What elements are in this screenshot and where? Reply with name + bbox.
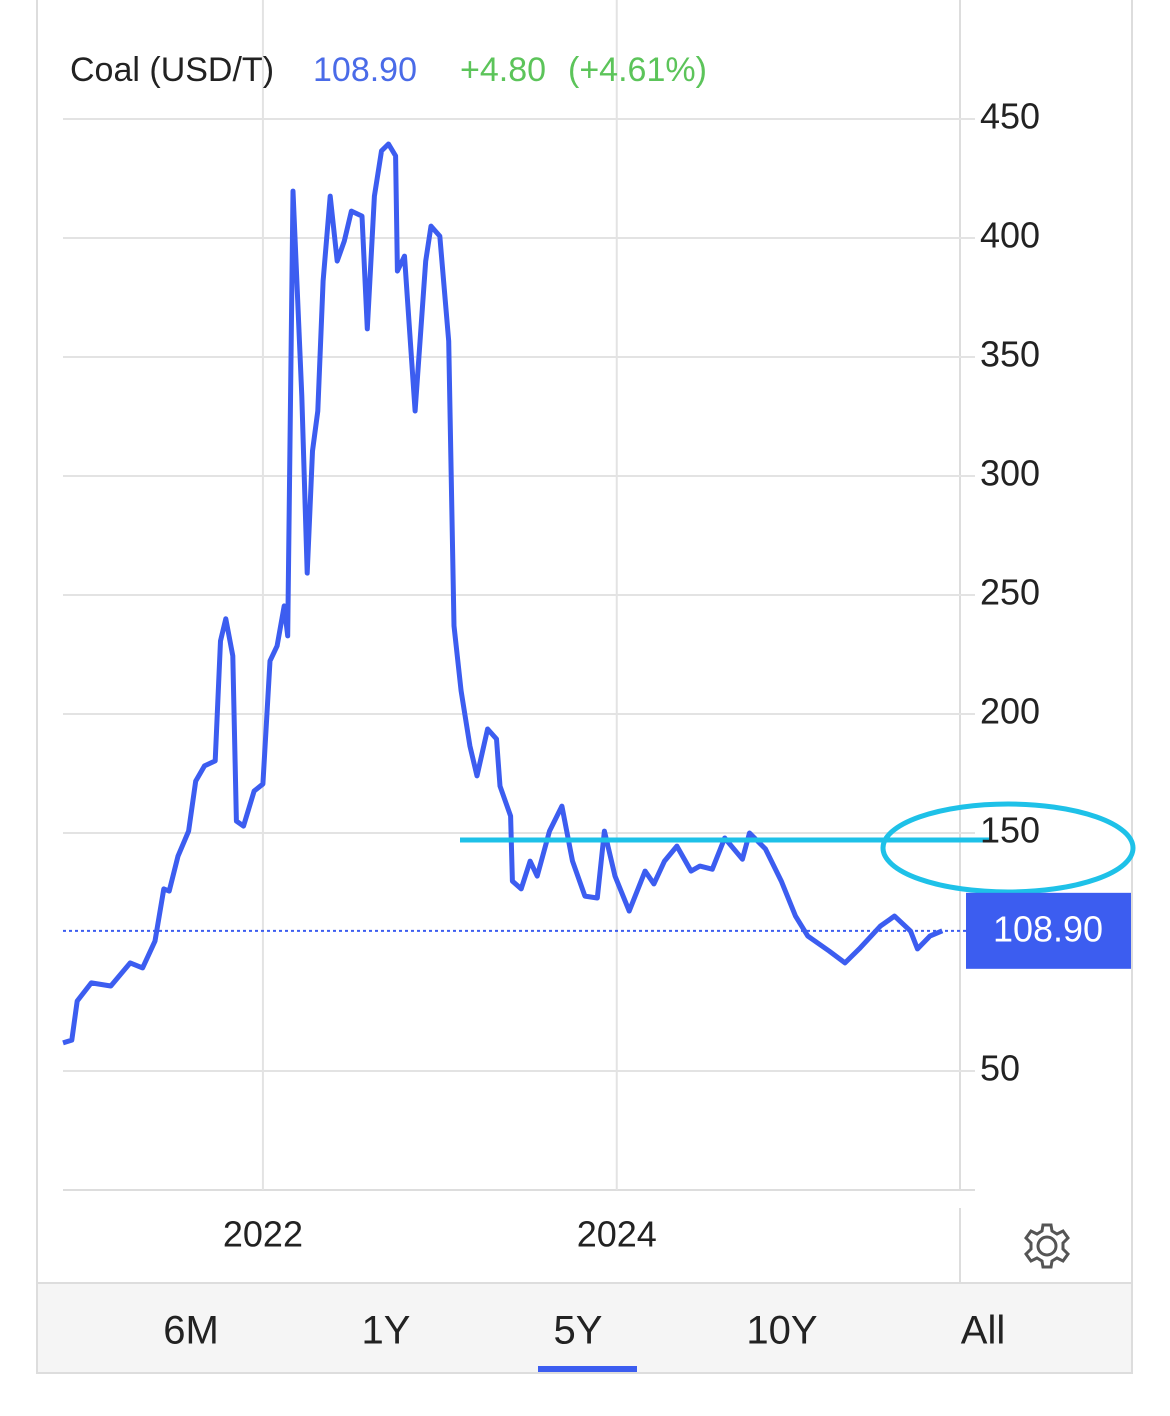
- range-tab[interactable]: All: [961, 1309, 1005, 1353]
- range-tab[interactable]: 10Y: [746, 1309, 817, 1353]
- range-tab[interactable]: 6M: [163, 1309, 219, 1353]
- x-tick-label: 2024: [577, 1214, 657, 1255]
- active-tab-underline: [538, 1366, 637, 1372]
- chart-title: Coal (USD/T): [70, 51, 274, 89]
- annotation-ellipse: [880, 801, 1136, 895]
- last-price-box: [966, 892, 1131, 969]
- settings-icon[interactable]: [1024, 1223, 1070, 1269]
- y-tick-label: 450: [980, 96, 1040, 137]
- y-tick-label: 350: [980, 334, 1040, 375]
- card: [36, 0, 1133, 1374]
- price-line: [62, 141, 944, 1046]
- price: 108.90: [313, 51, 417, 89]
- y-tick-label: 400: [980, 215, 1040, 256]
- y-tick-label: 300: [980, 453, 1040, 494]
- last-price-label: 108.90: [993, 908, 1103, 949]
- y-tick-label: 50: [980, 1048, 1020, 1089]
- tab-bar: [38, 1283, 1131, 1372]
- change: +4.80: [460, 51, 546, 89]
- change-pct: (+4.61%): [568, 51, 707, 89]
- y-tick-label: 250: [980, 572, 1040, 613]
- y-tick-label: 200: [980, 691, 1040, 732]
- range-tab[interactable]: 1Y: [362, 1309, 411, 1353]
- range-tab[interactable]: 5Y: [554, 1309, 603, 1353]
- y-tick-label: 150: [980, 810, 1040, 851]
- plot: [62, 0, 975, 1190]
- x-tick-label: 2022: [223, 1214, 303, 1255]
